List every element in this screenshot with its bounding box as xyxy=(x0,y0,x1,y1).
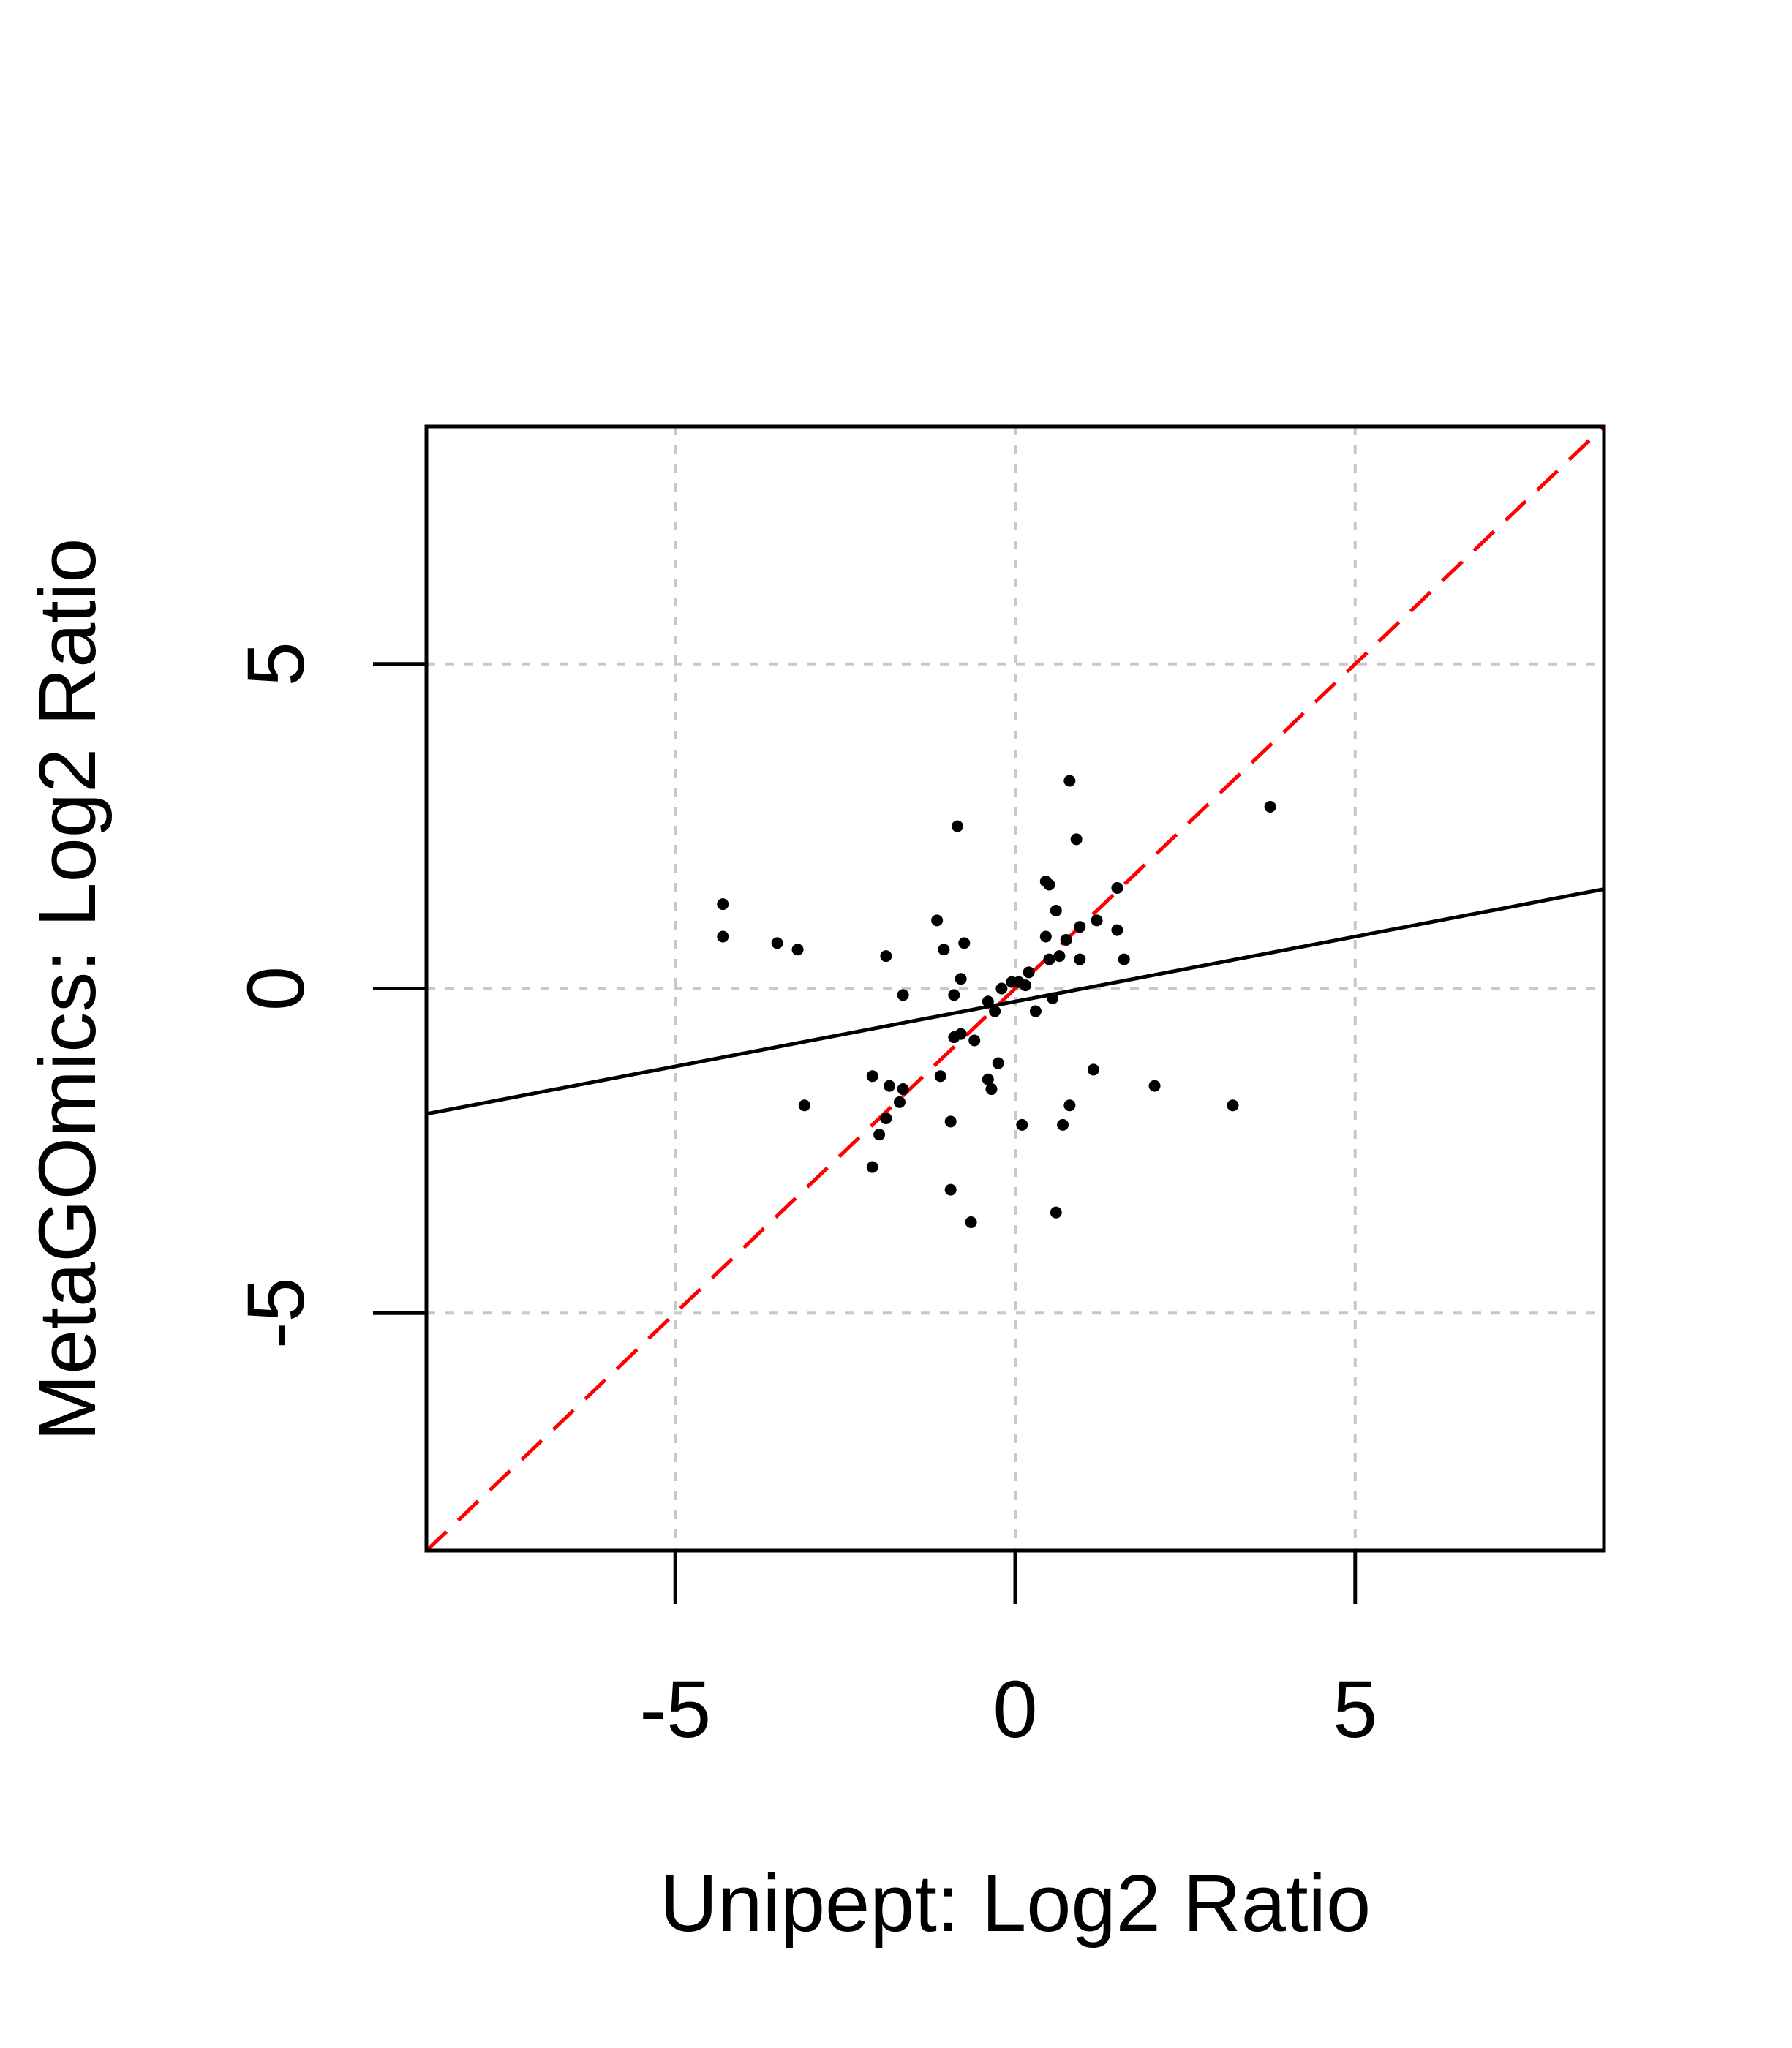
reference-lines xyxy=(426,426,1604,1551)
data-point-55 xyxy=(1091,914,1103,927)
data-point-31 xyxy=(992,1057,1004,1069)
data-point-2 xyxy=(771,937,783,949)
data-point-1 xyxy=(717,930,729,943)
data-point-52 xyxy=(1074,921,1086,933)
data-point-11 xyxy=(893,1096,906,1108)
data-point-5 xyxy=(866,1070,878,1083)
identity-line xyxy=(426,426,1604,1551)
data-point-47 xyxy=(1057,1118,1069,1131)
data-point-29 xyxy=(985,1083,998,1096)
data-point-3 xyxy=(791,944,804,956)
data-point-30 xyxy=(989,1005,1001,1017)
data-point-43 xyxy=(1047,992,1059,1004)
data-point-4 xyxy=(798,1099,810,1112)
data-point-10 xyxy=(884,1080,896,1092)
data-point-35 xyxy=(1016,1118,1028,1131)
data-point-40 xyxy=(1039,930,1052,943)
data-point-22 xyxy=(955,973,967,985)
x-tick-label-0: -5 xyxy=(639,1665,711,1755)
regression-line xyxy=(426,887,1604,1116)
data-point-9 xyxy=(880,950,892,963)
data-points xyxy=(717,775,1276,1228)
data-point-44 xyxy=(1050,905,1062,917)
y-tick-label-2: 5 xyxy=(231,641,321,686)
x-axis-title: Unipept: Log2 Ratio xyxy=(660,1859,1371,1949)
data-point-54 xyxy=(1087,1063,1099,1076)
data-point-13 xyxy=(897,1083,909,1096)
data-point-57 xyxy=(1111,924,1123,936)
data-point-7 xyxy=(873,1129,886,1141)
data-point-21 xyxy=(951,820,963,832)
data-point-42 xyxy=(1043,953,1055,965)
data-point-17 xyxy=(944,1115,957,1128)
data-point-14 xyxy=(931,914,944,927)
data-point-49 xyxy=(1063,775,1076,787)
y-tick-label-0: -5 xyxy=(231,1277,321,1349)
data-point-45 xyxy=(1050,1206,1062,1219)
data-point-50 xyxy=(1063,1099,1076,1112)
axes: -5 0 5 -5 0 5 xyxy=(231,641,1377,1755)
data-point-18 xyxy=(944,1183,957,1196)
data-point-27 xyxy=(982,995,994,1008)
data-point-48 xyxy=(1060,933,1072,946)
y-tick-label-1: 0 xyxy=(231,966,321,1011)
data-point-60 xyxy=(1227,1099,1239,1112)
data-point-41 xyxy=(1043,878,1055,891)
grid-lines xyxy=(426,426,1604,1551)
data-point-38 xyxy=(1029,1005,1042,1017)
x-tick-label-1: 0 xyxy=(993,1665,1037,1755)
data-point-46 xyxy=(1053,950,1066,963)
data-point-16 xyxy=(938,944,950,956)
y-axis-title: MetaGOmics: Log2 Ratio xyxy=(23,538,113,1442)
data-point-32 xyxy=(995,982,1008,995)
data-point-8 xyxy=(880,1112,892,1124)
data-point-36 xyxy=(1019,979,1031,992)
data-point-15 xyxy=(934,1070,946,1083)
x-tick-label-2: 5 xyxy=(1333,1665,1377,1755)
data-point-12 xyxy=(897,989,909,1001)
data-point-6 xyxy=(866,1161,878,1173)
data-point-26 xyxy=(968,1034,981,1047)
data-point-28 xyxy=(982,1073,994,1085)
data-point-19 xyxy=(948,989,960,1001)
data-point-59 xyxy=(1148,1080,1161,1092)
data-point-56 xyxy=(1111,881,1123,894)
data-point-61 xyxy=(1264,801,1276,813)
data-point-0 xyxy=(717,898,729,911)
data-point-23 xyxy=(955,1028,967,1040)
data-point-24 xyxy=(958,937,971,949)
data-point-37 xyxy=(1023,966,1035,979)
data-point-25 xyxy=(965,1216,977,1228)
data-point-53 xyxy=(1074,953,1086,965)
data-point-51 xyxy=(1070,833,1083,846)
data-point-58 xyxy=(1118,953,1130,965)
